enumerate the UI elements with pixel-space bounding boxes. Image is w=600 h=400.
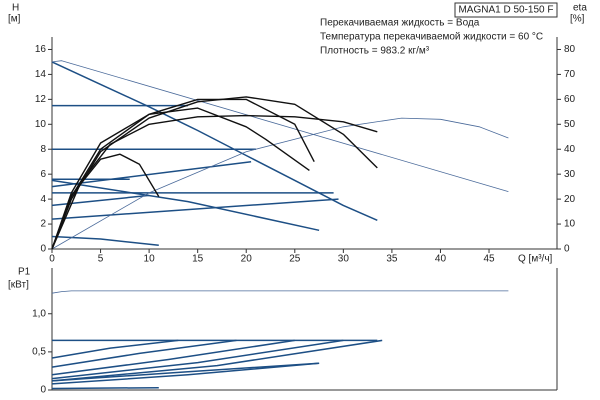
curve [51,339,237,368]
curve [51,60,509,192]
curve [51,339,344,380]
annotation: Плотность = 983.2 кг/м³ [320,46,430,57]
y2-tick-label: 20 [564,194,576,205]
curve [51,114,378,250]
x-tick-label: 30 [338,254,350,265]
y2-unit: [%] [570,14,585,25]
curve [51,194,150,207]
chart-title: MAGNA1 D 50-150 F [458,5,553,16]
x-tick-label: 45 [483,254,495,265]
y2-tick-label: 0 [564,244,570,255]
x-tick-label: 15 [192,254,204,265]
x-tick-label: 40 [435,254,447,265]
curve [51,117,509,250]
curve [51,290,509,294]
y-tick-label: 16 [35,44,47,55]
y-tick-label: 1,0 [32,308,46,319]
y2-label: eta [573,3,587,14]
x-label: Q [м³/ч] [518,254,553,265]
y-tick-label: 6 [40,169,46,180]
y2-tick-label: 50 [564,119,576,130]
curve [51,386,159,390]
curve [51,107,310,250]
y-tick-label: 14 [35,69,47,80]
y2-tick-label: 30 [564,169,576,180]
curve [51,339,179,359]
curve [51,339,383,382]
curve [51,153,160,250]
title-box [454,2,558,18]
y-tick-label: 0 [40,244,46,255]
curve [51,339,295,376]
y-unit: [кВт] [8,280,29,291]
annotation: Перекачиваемая жидкость = Вода [320,18,480,29]
y-unit: [м] [8,14,21,25]
y2-tick-label: 80 [564,44,576,55]
x-tick-label: 0 [49,254,55,265]
curve [51,198,339,220]
y-label: P1 [18,267,31,278]
y-tick-label: 0 [40,385,46,396]
y-tick-label: 4 [40,194,46,205]
y-tick-label: 0,5 [32,347,46,358]
y-tick-label: 12 [35,94,47,105]
x-tick-label: 10 [144,254,156,265]
annotation: Температура перекачиваемой жидкости = 60… [320,32,543,43]
y-label: H [12,3,19,14]
x-tick-label: 25 [289,254,301,265]
curve [51,160,252,188]
x-tick-label: 35 [386,254,398,265]
y-tick-label: 8 [40,144,46,155]
y2-tick-label: 60 [564,94,576,105]
y2-tick-label: 10 [564,219,576,230]
curve [51,61,378,221]
curve [51,362,320,385]
x-tick-label: 5 [98,254,104,265]
y2-tick-label: 40 [564,144,576,155]
curve [51,179,320,232]
x-tick-label: 20 [241,254,253,265]
y2-tick-label: 70 [564,69,576,80]
y-tick-label: 2 [40,219,46,230]
curve [51,235,159,247]
curve [51,362,320,382]
y-tick-label: 10 [35,119,47,130]
